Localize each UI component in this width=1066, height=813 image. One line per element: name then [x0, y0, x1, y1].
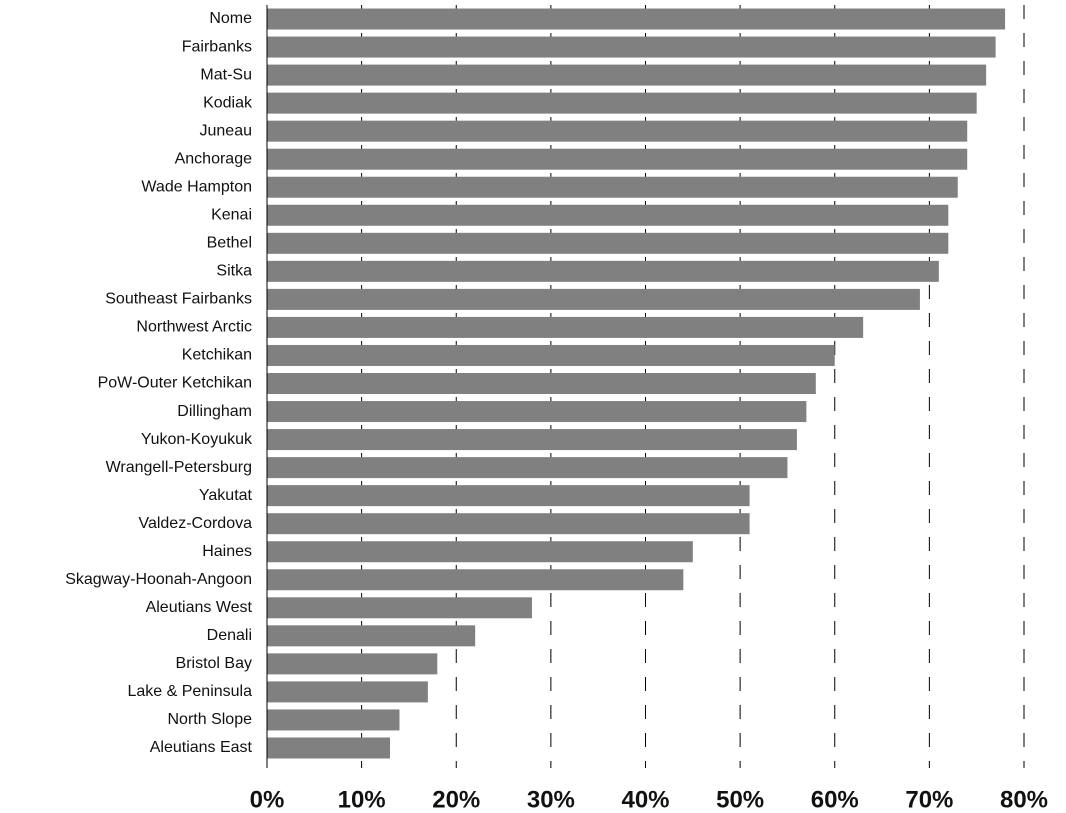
y-tick-label: Kodiak [203, 94, 253, 111]
y-tick-label: Skagway-Hoonah-Angoon [65, 571, 252, 588]
x-tick-label: 80% [1000, 786, 1048, 813]
bar [267, 344, 835, 366]
bar [267, 681, 428, 703]
y-tick-label: Nome [209, 10, 252, 27]
x-tick-label: 30% [527, 786, 575, 813]
bar [267, 373, 816, 394]
x-tick-label: 20% [432, 786, 480, 813]
y-tick-label: Yakutat [199, 487, 253, 504]
bar [267, 120, 968, 142]
x-tick-label: 40% [621, 786, 669, 813]
bar [267, 316, 864, 338]
x-tick-label: 70% [905, 786, 953, 813]
bar [267, 401, 807, 423]
bar [267, 92, 977, 114]
y-tick-label: Valdez-Cordova [138, 515, 252, 532]
bar [267, 148, 968, 170]
bar [267, 597, 532, 619]
y-tick-label: Yukon-Koyukuk [141, 431, 253, 448]
y-tick-label: Lake & Peninsula [127, 683, 252, 700]
y-tick-label: Anchorage [175, 150, 252, 167]
bar [267, 541, 693, 563]
y-tick-label: Haines [202, 543, 252, 560]
y-tick-label: Ketchikan [182, 347, 252, 364]
y-tick-label: PoW-Outer Ketchikan [98, 375, 252, 392]
bar [267, 260, 939, 282]
y-tick-label: Wade Hampton [141, 178, 252, 195]
y-tick-label: Bethel [207, 235, 252, 252]
y-tick-label: Fairbanks [182, 38, 252, 55]
x-tick-label: 10% [338, 786, 386, 813]
bar [267, 513, 750, 535]
y-tick-label: Dillingham [177, 403, 252, 420]
bar [267, 569, 684, 591]
bar [267, 485, 750, 507]
bar [267, 36, 996, 58]
bar [267, 64, 987, 86]
y-tick-label: Denali [207, 627, 252, 644]
bar [267, 429, 797, 451]
y-tick-label: Bristol Bay [176, 655, 252, 672]
y-tick-label: Aleutians East [150, 739, 253, 756]
y-tick-label: Juneau [200, 122, 253, 139]
bar [267, 8, 1006, 30]
y-tick-label: Sitka [216, 263, 252, 280]
y-tick-label: Southeast Fairbanks [105, 291, 252, 308]
bar [267, 176, 958, 198]
y-tick-label: North Slope [168, 711, 253, 728]
bar [267, 653, 438, 675]
bar [267, 709, 400, 731]
x-tick-label: 0% [250, 786, 285, 813]
bar [267, 737, 391, 759]
y-tick-label: Kenai [211, 206, 252, 223]
x-tick-label: 50% [716, 786, 764, 813]
bar [267, 288, 920, 310]
x-tick-label: 60% [811, 786, 859, 813]
bar [267, 204, 949, 226]
y-tick-label: Mat-Su [200, 66, 252, 83]
y-tick-label: Wrangell-Petersburg [106, 459, 252, 476]
y-tick-label: Northwest Arctic [136, 319, 252, 336]
bar [267, 625, 476, 647]
y-tick-label: Aleutians West [146, 599, 253, 616]
bar [267, 457, 788, 479]
bar [267, 232, 949, 254]
